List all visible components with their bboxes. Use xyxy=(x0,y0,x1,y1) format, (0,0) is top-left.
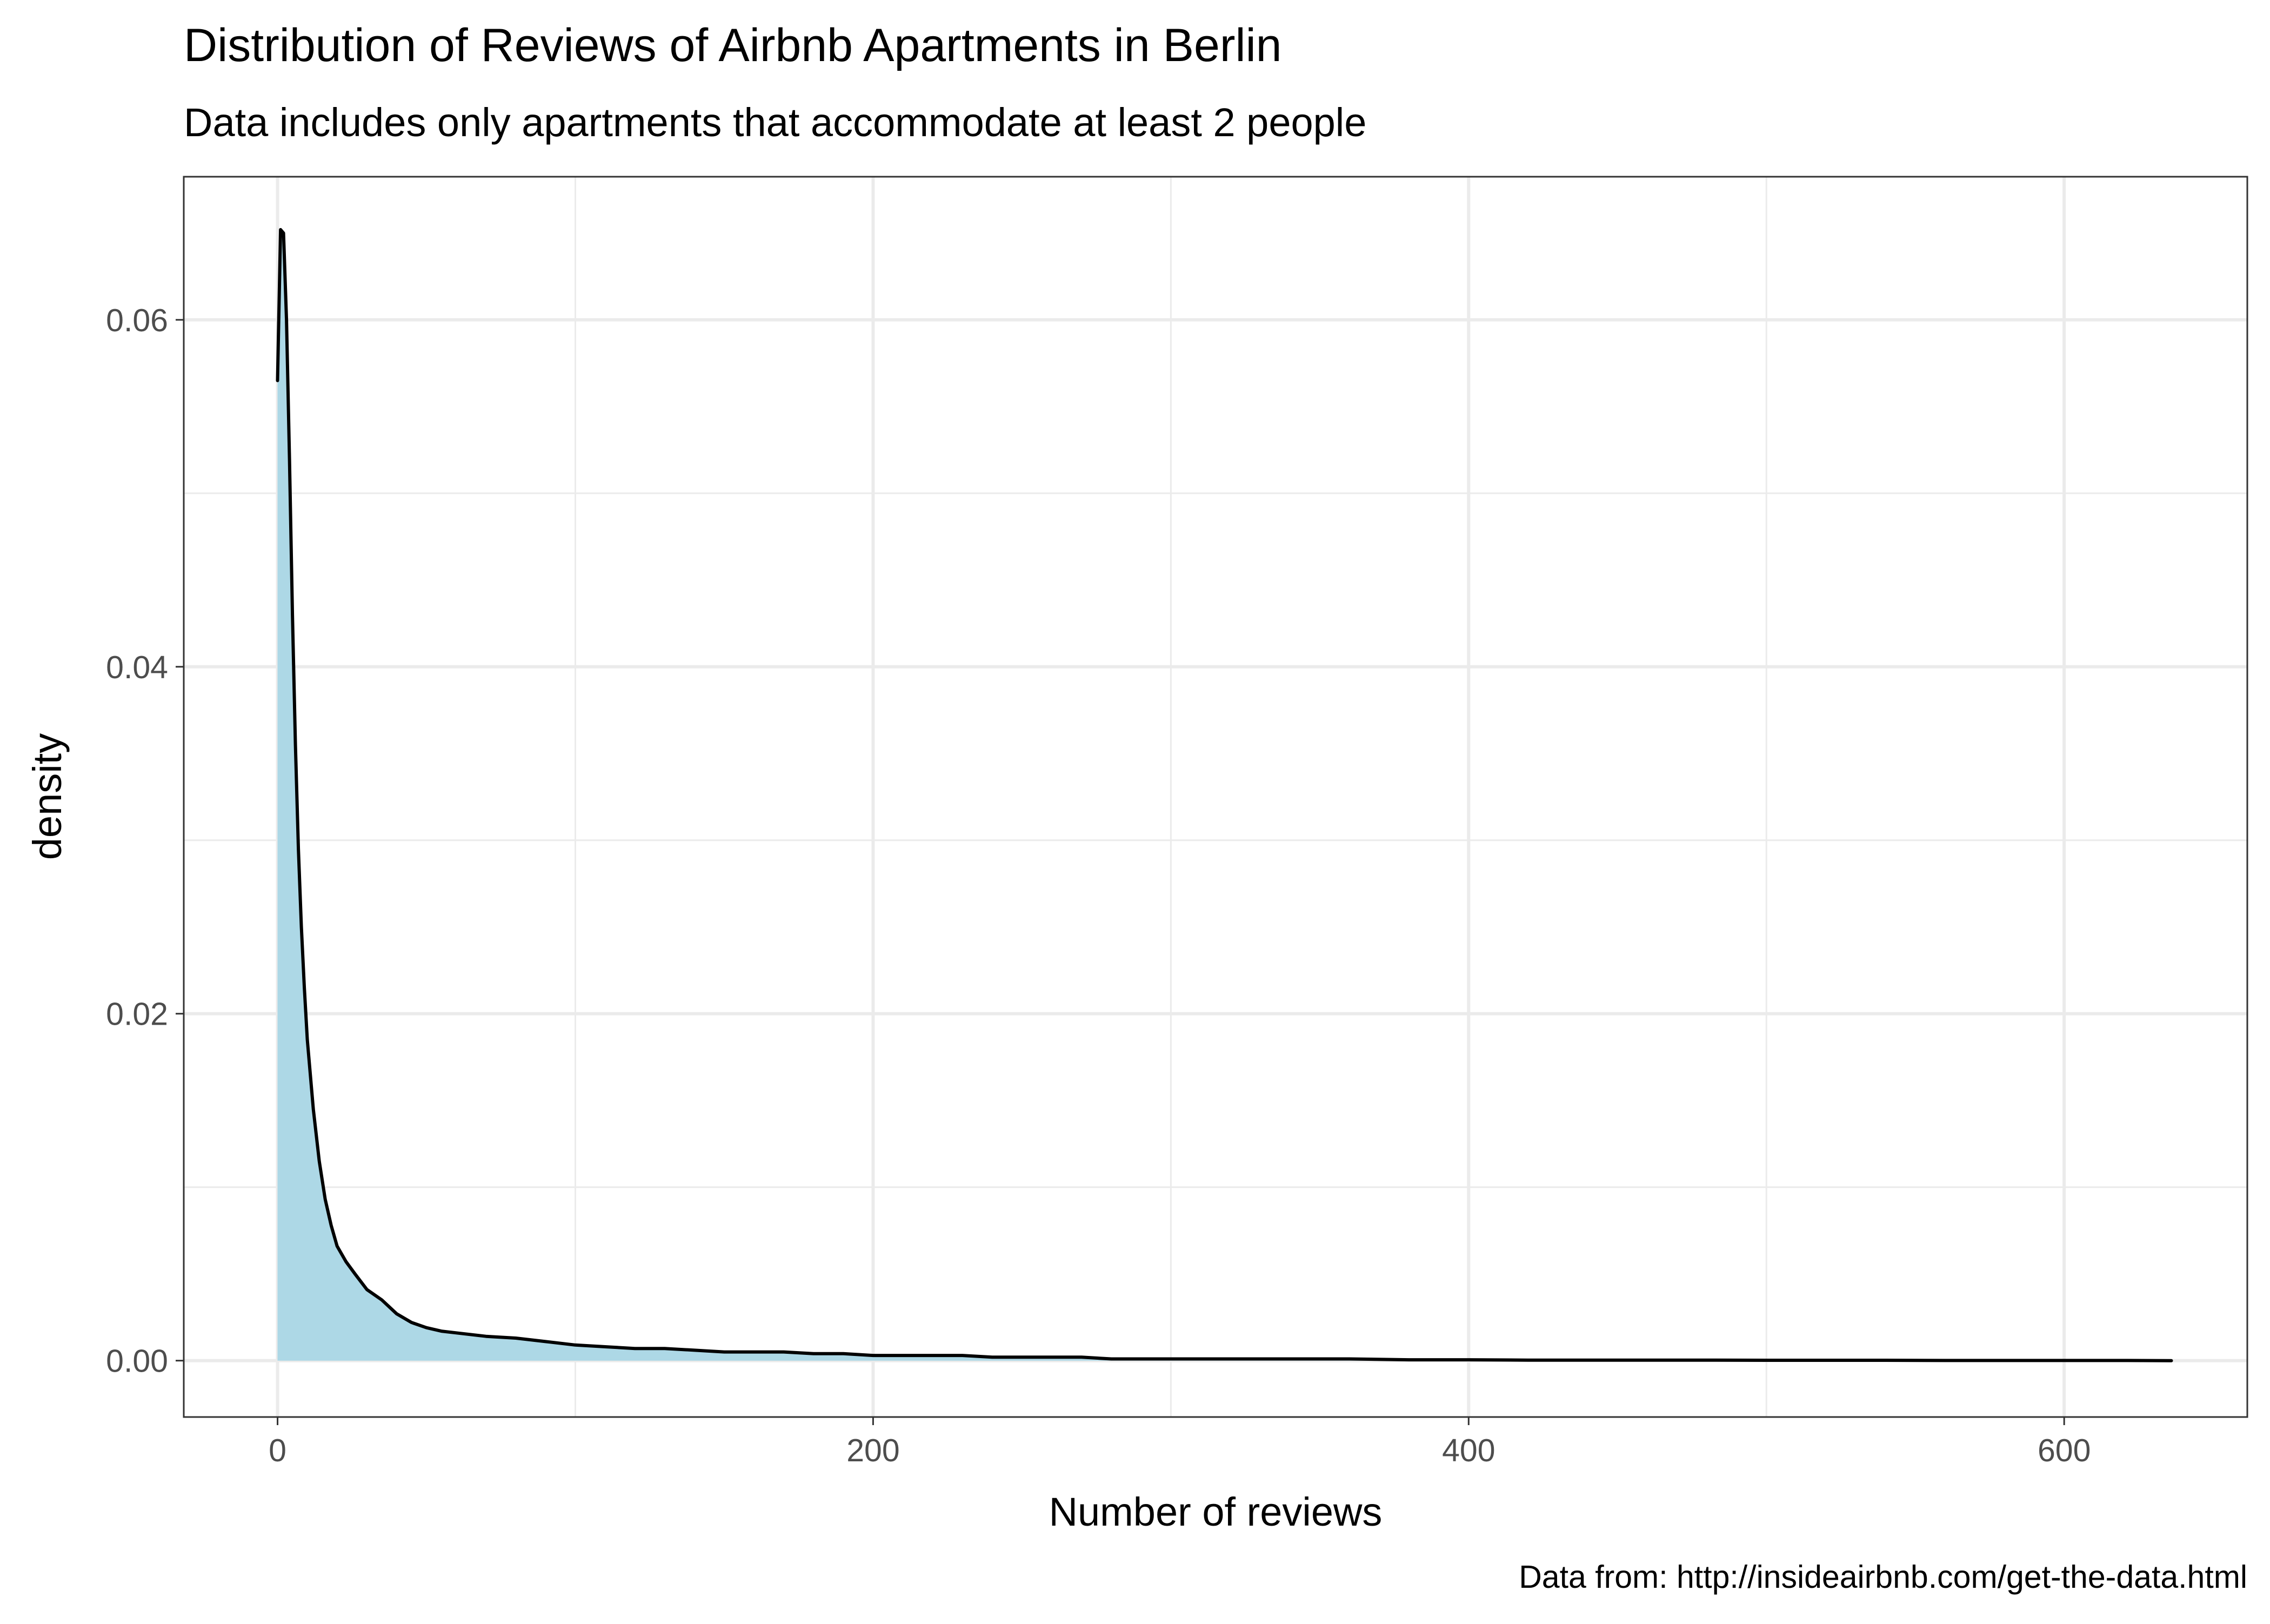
plot-panel-border xyxy=(183,176,2248,1418)
y-tick-label: 0.04 xyxy=(106,650,168,685)
chart-subtitle: Data includes only apartments that accom… xyxy=(184,100,1366,145)
axis-ticks: 0 200 400 600 0.00 0.02 0.04 0.06 xyxy=(106,303,2091,1468)
x-tick-label: 200 xyxy=(846,1433,899,1468)
y-axis-title: density xyxy=(25,733,70,860)
x-axis-title: Number of reviews xyxy=(1049,1489,1383,1534)
x-tick-label: 400 xyxy=(1442,1433,1495,1468)
y-tick-label: 0.02 xyxy=(106,997,168,1032)
chart-title: Distribution of Reviews of Airbnb Apartm… xyxy=(184,19,1282,71)
chart-caption: Data from: http://insideairbnb.com/get-t… xyxy=(1519,1559,2247,1595)
density-series xyxy=(276,228,2173,1362)
plot-panel xyxy=(184,177,2247,1417)
density-line xyxy=(276,228,2173,1362)
y-tick-label: 0.00 xyxy=(106,1344,168,1379)
x-tick-label: 0 xyxy=(269,1433,286,1468)
x-tick-label: 600 xyxy=(2038,1433,2091,1468)
y-tick-label: 0.06 xyxy=(106,303,168,338)
